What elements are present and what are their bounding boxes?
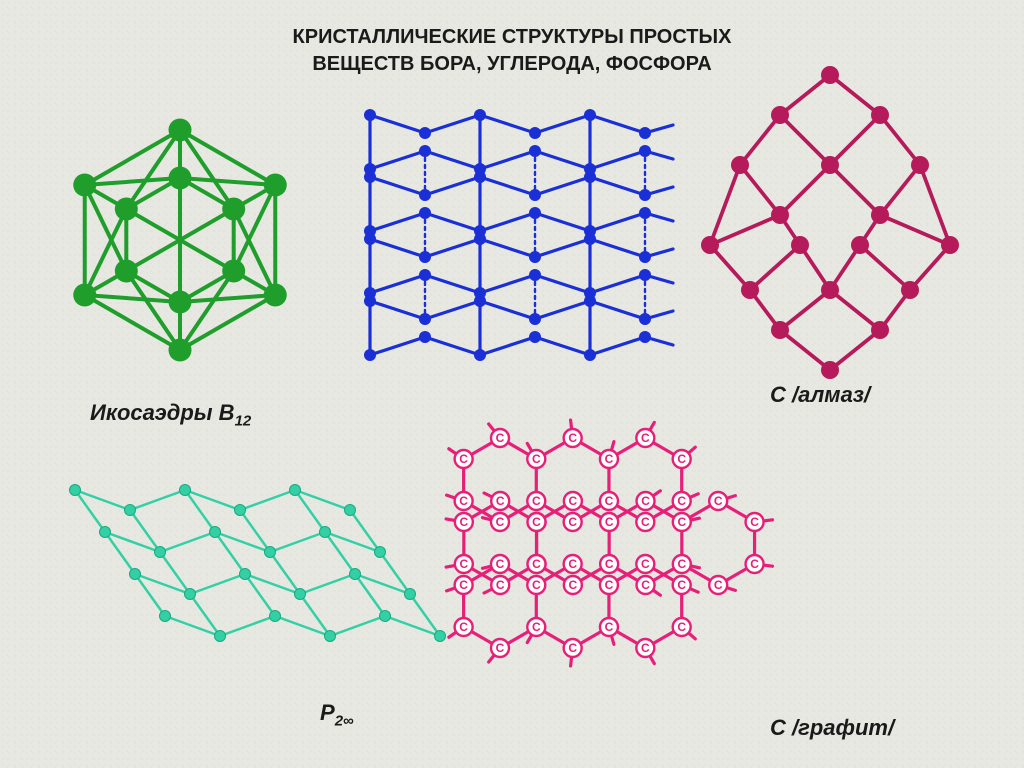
diamond-structure	[690, 75, 990, 395]
svg-text:C: C	[641, 515, 650, 529]
svg-text:C: C	[641, 578, 650, 592]
svg-text:C: C	[677, 515, 686, 529]
svg-text:C: C	[605, 620, 614, 634]
svg-text:C: C	[569, 494, 578, 508]
svg-text:C: C	[605, 578, 614, 592]
svg-text:C: C	[750, 557, 759, 571]
svg-text:C: C	[496, 557, 505, 571]
svg-text:C: C	[496, 578, 505, 592]
svg-text:C: C	[714, 494, 723, 508]
svg-text:C: C	[569, 578, 578, 592]
svg-text:C: C	[532, 494, 541, 508]
svg-text:C: C	[677, 494, 686, 508]
graphite-flat: CCCCCCCCCCCCCCCCCCCCCCCCCCCCCCCCCCCCCCCC…	[430, 430, 830, 730]
svg-text:C: C	[460, 515, 469, 529]
boron-icosahedron	[40, 100, 320, 380]
svg-text:C: C	[532, 515, 541, 529]
svg-text:C: C	[460, 557, 469, 571]
svg-text:C: C	[641, 494, 650, 508]
svg-text:C: C	[459, 620, 468, 634]
title-line2: ВЕЩЕСТВ БОРА, УГЛЕРОДА, ФОСФОРА	[312, 53, 711, 75]
graphite-layers	[360, 95, 680, 395]
label-icosa: Икосаэдры В12	[90, 400, 251, 429]
svg-text:C: C	[605, 557, 614, 571]
svg-text:C: C	[496, 515, 505, 529]
svg-text:C: C	[605, 452, 614, 466]
svg-text:C: C	[568, 431, 577, 445]
svg-text:C: C	[532, 620, 541, 634]
svg-text:C: C	[677, 620, 686, 634]
phosphorus-structure	[55, 470, 415, 690]
svg-text:C: C	[677, 578, 686, 592]
svg-text:C: C	[496, 494, 505, 508]
svg-text:C: C	[641, 431, 650, 445]
svg-text:C: C	[677, 452, 686, 466]
svg-text:C: C	[496, 641, 505, 655]
label-graphite: С /графит/	[770, 715, 894, 741]
svg-text:C: C	[459, 452, 468, 466]
svg-text:C: C	[677, 557, 686, 571]
svg-text:C: C	[750, 515, 759, 529]
svg-text:C: C	[641, 557, 650, 571]
svg-text:C: C	[568, 641, 577, 655]
svg-text:C: C	[605, 494, 614, 508]
svg-text:C: C	[641, 641, 650, 655]
svg-text:C: C	[532, 557, 541, 571]
svg-text:C: C	[532, 578, 541, 592]
label-diamond: С /алмаз/	[770, 382, 870, 408]
page-title: КРИСТАЛЛИЧЕСКИЕ СТРУКТУРЫ ПРОСТЫХ ВЕЩЕСТ…	[0, 24, 1024, 78]
svg-text:C: C	[605, 515, 614, 529]
svg-text:C: C	[459, 578, 468, 592]
svg-text:C: C	[568, 557, 577, 571]
svg-text:C: C	[714, 578, 723, 592]
svg-text:C: C	[532, 452, 541, 466]
title-line1: КРИСТАЛЛИЧЕСКИЕ СТРУКТУРЫ ПРОСТЫХ	[293, 26, 732, 48]
svg-text:C: C	[568, 515, 577, 529]
svg-text:C: C	[496, 431, 505, 445]
svg-text:C: C	[459, 494, 468, 508]
label-phosphorus: Р2∞	[320, 700, 354, 729]
